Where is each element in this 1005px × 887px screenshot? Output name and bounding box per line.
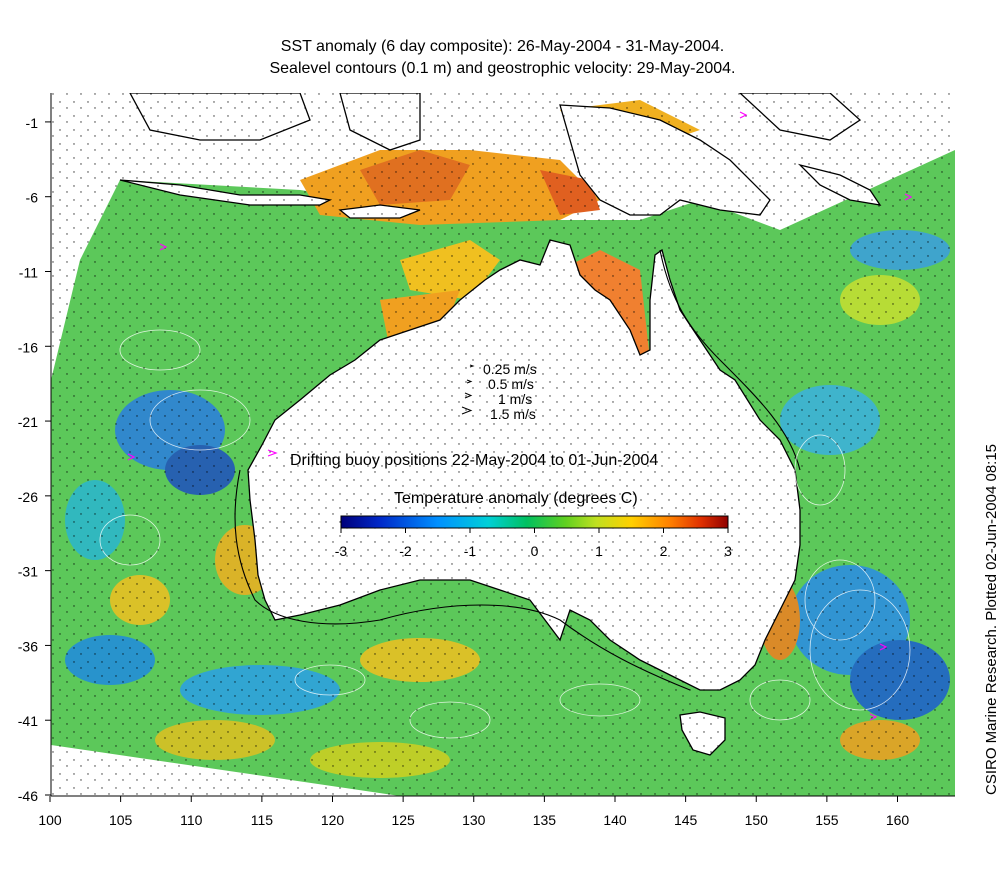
y-tick-label: -41 (18, 713, 38, 729)
x-tick-label: 150 (745, 812, 769, 828)
y-axis-ticks: -1 -6 -11 -16 -21 -26 -31 -36 -41 -46 (18, 115, 51, 804)
x-tick-label: 110 (180, 812, 203, 828)
x-tick-label: 120 (321, 812, 345, 828)
colorbar-tick-label: -1 (464, 543, 477, 559)
colorbar-tick-label: -3 (335, 543, 348, 559)
colorbar-tick-label: 0 (531, 543, 539, 559)
colorbar-title: Temperature anomaly (degrees C) (394, 490, 638, 507)
y-tick-label: -11 (19, 264, 38, 280)
colorbar-ticks: -3 -2 -1 0 1 2 3 (335, 528, 732, 559)
x-tick-label: 100 (38, 812, 62, 828)
x-tick-label: 125 (391, 812, 415, 828)
map-title-line2: Sealevel contours (0.1 m) and geostrophi… (269, 60, 736, 77)
x-tick-label: 115 (251, 812, 274, 828)
x-tick-label: 130 (462, 812, 486, 828)
buoy-positions (127, 111, 913, 721)
buoy-legend-label: Drifting buoy positions 22-May-2004 to 0… (290, 452, 659, 469)
y-tick-label: -46 (18, 788, 38, 804)
x-tick-label: 105 (109, 812, 133, 828)
x-axis-ticks: 100 105 110 115 120 125 130 135 140 145 150 155 160 (38, 796, 909, 828)
y-tick-label: -21 (18, 414, 38, 430)
y-tick-label: -1 (26, 115, 39, 131)
velocity-legend-arrows (461, 364, 475, 415)
y-tick-label: -16 (18, 339, 38, 355)
plot-area (51, 93, 955, 796)
buoy-legend-marker (267, 449, 278, 457)
colorbar-tick-label: 1 (595, 543, 603, 559)
x-tick-label: 160 (886, 812, 910, 828)
y-tick-label: -6 (26, 190, 39, 206)
velocity-legend-0: 0.25 m/s (483, 361, 537, 377)
colorbar-tick-label: -2 (399, 543, 412, 559)
x-tick-label: 140 (603, 812, 627, 828)
colorbar (340, 515, 729, 529)
y-tick-label: -31 (18, 564, 38, 580)
y-tick-label: -26 (18, 489, 38, 505)
x-tick-label: 155 (815, 812, 839, 828)
velocity-legend-3: 1.5 m/s (490, 406, 536, 422)
credit-text: CSIRO Marine Research. Plotted 02-Jun-20… (983, 443, 1000, 795)
velocity-legend-1: 0.5 m/s (488, 376, 534, 392)
x-tick-label: 135 (533, 812, 557, 828)
velocity-legend-2: 1 m/s (498, 391, 533, 407)
colorbar-tick-label: 3 (724, 543, 732, 559)
x-tick-label: 145 (674, 812, 698, 828)
axes (50, 93, 955, 797)
colorbar-tick-label: 2 (660, 543, 668, 559)
map-title-line1: SST anomaly (6 day composite): 26-May-20… (280, 38, 725, 55)
y-tick-label: -36 (18, 638, 38, 654)
